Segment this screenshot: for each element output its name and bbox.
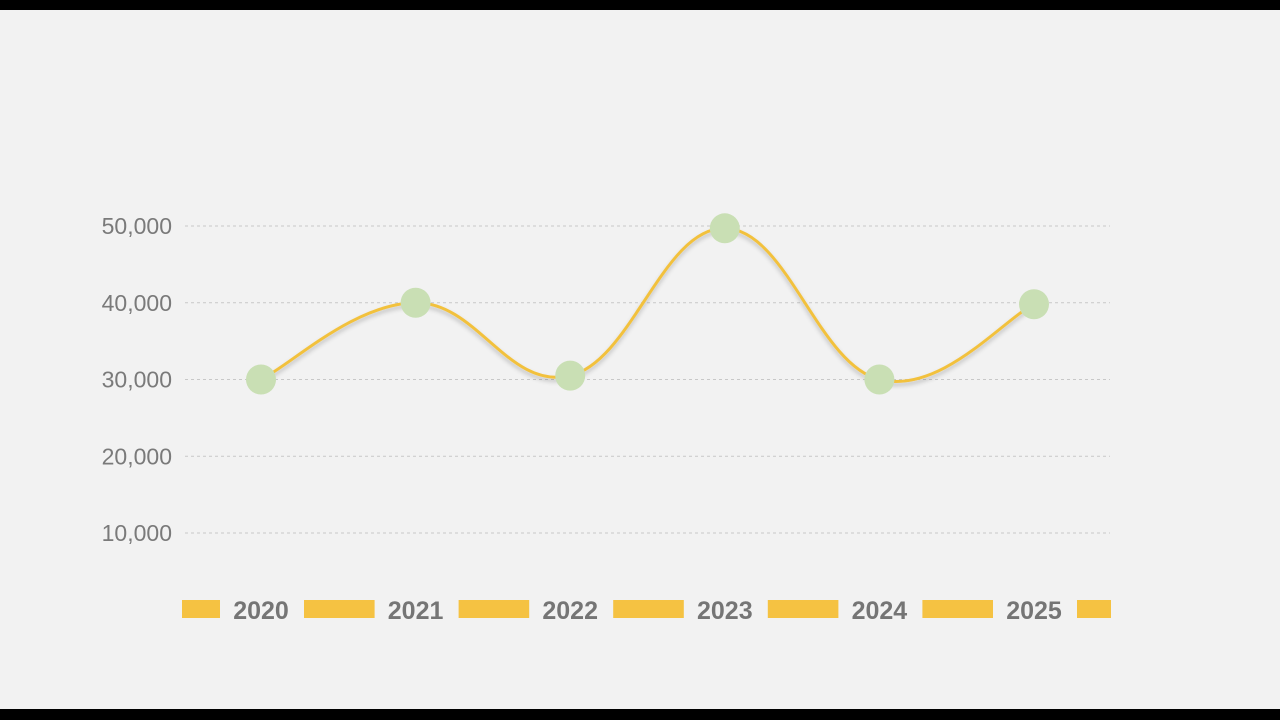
y-tick-label: 30,000 xyxy=(102,367,172,393)
axis-band-segment xyxy=(922,600,993,618)
axis-band-segment xyxy=(1077,600,1111,618)
y-tick-label: 50,000 xyxy=(102,213,172,239)
data-point xyxy=(246,364,276,395)
x-tick-label: 2021 xyxy=(388,597,444,625)
series-line xyxy=(260,226,1035,383)
axis-band-segment xyxy=(613,600,684,618)
letterbox-top xyxy=(0,0,1280,10)
axis-band-segment xyxy=(182,600,220,618)
data-point xyxy=(1019,289,1049,320)
axis-band-segment xyxy=(458,600,530,618)
x-tick-label: 2020 xyxy=(233,597,289,625)
axis-band-segment xyxy=(304,600,375,618)
y-tick-label: 40,000 xyxy=(102,290,172,316)
data-point xyxy=(400,287,431,318)
x-tick-label: 2024 xyxy=(852,597,908,625)
y-tick-label: 20,000 xyxy=(102,443,172,469)
letterbox-bottom xyxy=(0,709,1280,720)
data-point xyxy=(555,360,586,391)
data-point xyxy=(709,213,740,244)
x-tick-label: 2025 xyxy=(1006,597,1062,625)
x-tick-label: 2022 xyxy=(542,597,598,625)
y-tick-label: 10,000 xyxy=(102,520,172,546)
x-tick-label: 2023 xyxy=(697,597,753,625)
axis-band-segment xyxy=(767,600,839,618)
data-point xyxy=(864,364,895,395)
